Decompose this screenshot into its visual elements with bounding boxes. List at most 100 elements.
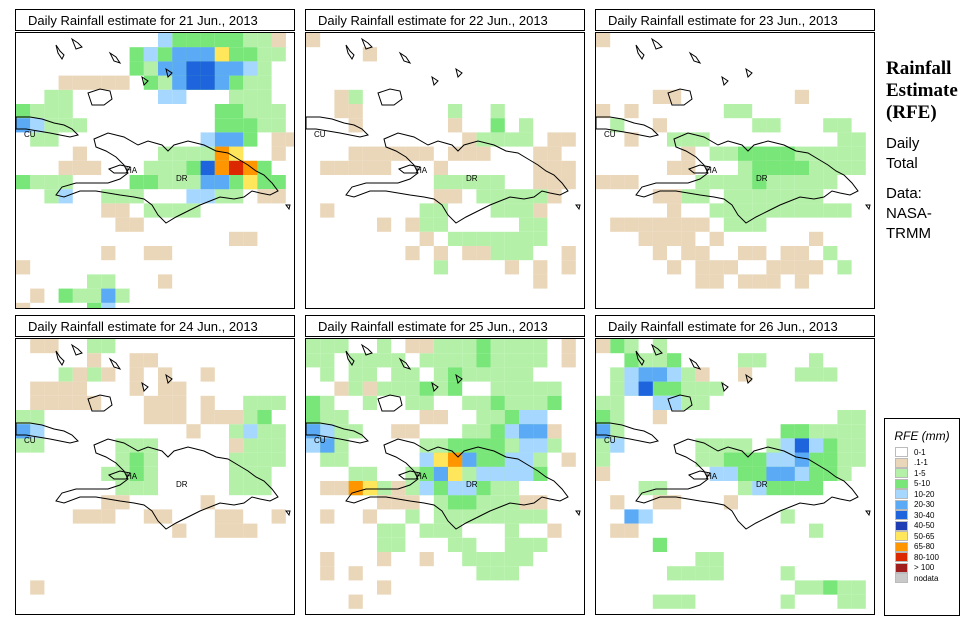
rainfall-cell	[519, 231, 534, 246]
rainfall-cell	[681, 367, 696, 382]
rainfall-cell	[377, 217, 392, 232]
rainfall-cell	[504, 132, 519, 147]
rainfall-cell	[695, 367, 710, 382]
rainfall-cell	[257, 424, 272, 439]
rainfall-cell	[186, 175, 201, 190]
title-line: Estimate	[886, 80, 958, 101]
coastline-gonave	[687, 470, 711, 480]
coastline-hispaniola	[635, 132, 859, 224]
rainfall-cell	[229, 47, 244, 62]
rainfall-cell	[809, 353, 824, 368]
legend-swatch	[895, 489, 908, 500]
legend-swatch	[895, 520, 908, 531]
rainfall-cell	[115, 217, 130, 232]
rainfall-cell	[30, 339, 45, 354]
rainfall-cell	[320, 452, 335, 467]
rainfall-cell	[780, 246, 795, 261]
rainfall-cell	[490, 367, 505, 382]
rainfall-cell	[695, 217, 710, 232]
source-line: NASA-	[886, 205, 932, 222]
rainfall-cell	[610, 424, 625, 439]
cuba-label: CU	[314, 436, 326, 445]
rainfall-cell	[667, 231, 682, 246]
rainfall-cell	[257, 452, 272, 467]
panel-title: Daily Rainfall estimate for 23 Jun., 201…	[595, 9, 875, 31]
rainfall-cell	[476, 481, 491, 496]
rainfall-cell	[490, 438, 505, 453]
rainfall-cell	[851, 160, 866, 175]
coastline-bahama3	[108, 51, 122, 64]
rainfall-cell	[780, 260, 795, 275]
rainfall-cell	[419, 466, 434, 481]
rainfall-cell	[334, 424, 349, 439]
rainfall-cell	[16, 410, 31, 425]
cuba-label: CU	[604, 436, 616, 445]
rainfall-cell	[519, 495, 534, 510]
legend-label: 50-65	[914, 531, 935, 541]
rainfall-cell	[16, 175, 31, 190]
period-line: Total	[886, 155, 918, 172]
rainfall-cell	[115, 495, 130, 510]
cuba-label: CU	[24, 436, 36, 445]
coastline-bahama6	[165, 67, 173, 78]
rainfall-cell	[44, 89, 59, 104]
coastline-bahama6	[455, 373, 463, 384]
map-area: CU HA DR	[305, 338, 585, 615]
rainfall-cell	[794, 146, 809, 161]
rainfall-cell	[695, 246, 710, 261]
rainfall-cell	[504, 495, 519, 510]
map-panel-21-jun: Daily Rainfall estimate for 21 Jun., 201…	[15, 9, 295, 309]
rainfall-cell	[257, 481, 272, 496]
rainfall-cell	[504, 395, 519, 410]
rainfall-cell	[143, 481, 158, 496]
rainfall-cell	[334, 481, 349, 496]
rainfall-cell	[115, 466, 130, 481]
coastline-bahama2	[70, 37, 83, 50]
rainfall-cell	[851, 438, 866, 453]
legend-item: 40-50	[895, 520, 959, 532]
rainfall-cell	[115, 452, 130, 467]
rainfall-cell	[766, 260, 781, 275]
rainfall-cell	[30, 132, 45, 147]
rainfall-cell	[823, 203, 838, 218]
rainfall-cell	[519, 367, 534, 382]
rainfall-cell	[738, 438, 753, 453]
rainfall-cell	[596, 33, 611, 48]
rainfall-cell	[362, 47, 377, 62]
rainfall-cell	[243, 424, 258, 439]
rainfall-cell	[30, 438, 45, 453]
rainfall-cell	[200, 75, 215, 90]
rainfall-cell	[72, 75, 87, 90]
rainfall-cell	[780, 594, 795, 609]
coastline-bahama3	[688, 51, 702, 64]
rainfall-cell	[334, 104, 349, 119]
rainfall-cell	[158, 33, 173, 48]
rainfall-cell	[214, 75, 229, 90]
rainfall-cell	[561, 132, 576, 147]
rainfall-cell	[419, 452, 434, 467]
coastline-bahama3	[108, 357, 122, 370]
coastline-gonave	[397, 470, 421, 480]
rainfall-cell	[271, 118, 286, 133]
rainfall-cell	[72, 509, 87, 524]
rainfall-cell	[158, 160, 173, 175]
legend-swatch	[895, 531, 908, 542]
rainfall-cell	[681, 146, 696, 161]
rainfall-cell	[87, 302, 102, 308]
rainfall-cell	[652, 395, 667, 410]
legend-item: 0-1	[895, 447, 959, 458]
rainfall-cell	[490, 509, 505, 524]
coastline-cuba	[16, 422, 79, 444]
rainfall-cell	[462, 495, 477, 510]
rainfall-cell	[271, 175, 286, 190]
coastline-bahama2	[650, 37, 663, 50]
rainfall-cell	[229, 424, 244, 439]
rainfall-cell	[229, 160, 244, 175]
rainfall-cell	[448, 367, 463, 382]
rainfall-cell	[561, 246, 576, 261]
rainfall-cell	[214, 509, 229, 524]
coastline-gonave	[107, 164, 131, 174]
coastline-gonave	[397, 164, 421, 174]
rainfall-cell	[624, 523, 639, 538]
source-line: Data:	[886, 185, 922, 202]
